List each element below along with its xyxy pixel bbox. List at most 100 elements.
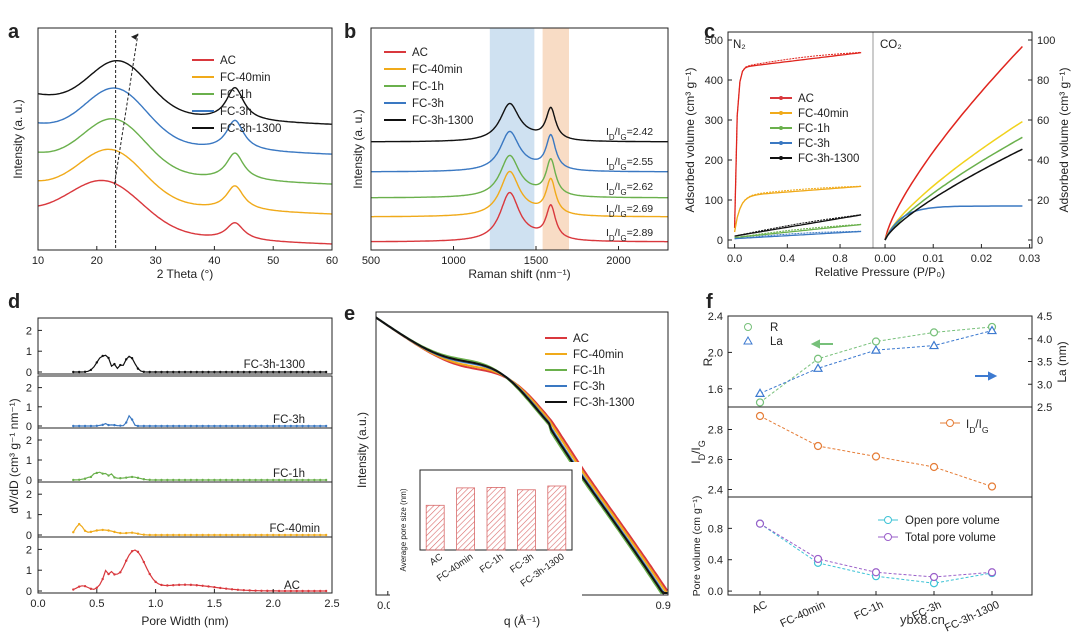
psd-point (201, 533, 204, 537)
y-tick-label: 2 (26, 435, 32, 447)
x-axis-label: Raman shift (nm⁻¹) (468, 267, 570, 281)
legend-label: AC (412, 47, 428, 59)
psd-point (224, 424, 228, 428)
psd-point (142, 533, 146, 536)
legend-label: AC (798, 93, 814, 105)
psd-point (313, 424, 316, 428)
psd-point (213, 586, 216, 589)
psd-point (283, 370, 287, 374)
ratio-label: ID/IG=2.62 (606, 181, 653, 197)
y-axis-label: Intensity (a. u.) (351, 109, 365, 188)
psd-point (101, 423, 104, 427)
panel-letter: b (344, 21, 356, 43)
y-tick-label: 4.5 (1037, 311, 1052, 323)
psd-point (224, 587, 228, 590)
psd-point (148, 533, 151, 537)
psd-point (248, 589, 251, 592)
inset-bar (547, 485, 567, 551)
psd-point (160, 478, 163, 482)
pore-axis-label: Pore volume (cm g⁻¹) (691, 496, 703, 597)
psd-point (83, 477, 87, 480)
x-tick-label: 2000 (606, 255, 630, 267)
psd-point (113, 530, 116, 534)
plot-frame (370, 27, 669, 251)
psd-point (219, 586, 222, 590)
subscript: G (620, 234, 626, 243)
psd-point (319, 370, 322, 374)
psd-point (136, 550, 140, 554)
psd-point (172, 370, 175, 374)
psd-point (242, 478, 245, 482)
x-tick-label: 0.0 (727, 253, 742, 265)
x-tick-label: 1.0 (148, 598, 163, 610)
y-tick-label: 40 (1037, 155, 1049, 167)
psd-point (295, 589, 298, 593)
psd-point (125, 358, 128, 361)
subscript: D (609, 234, 615, 243)
psd-point (101, 528, 104, 532)
x-axis-label: Relative Pressure (P/P₀) (815, 265, 945, 279)
co2-isotherm-AC (884, 45, 1023, 241)
psd-point (136, 424, 140, 428)
psd-point (172, 478, 175, 482)
psd-point (107, 423, 110, 427)
n2-title: N₂ (733, 39, 746, 51)
text-span: I (606, 156, 609, 168)
psd-point (154, 580, 157, 584)
psd-point (189, 478, 193, 482)
x-tick-label: 0.4 (780, 253, 795, 265)
r-point (755, 398, 765, 407)
psd-point (95, 586, 99, 589)
psd-point (266, 589, 269, 593)
psd-point (95, 424, 99, 428)
panel-letter: f (706, 291, 713, 313)
psd-point (201, 424, 204, 428)
subplot-label: FC-40min (270, 523, 320, 535)
psd-point (119, 363, 122, 367)
y-tick-label: 0 (26, 530, 32, 542)
text-span: /I (615, 227, 621, 239)
y-tick-label: 2 (26, 325, 32, 337)
psd-point (107, 474, 110, 477)
psd-point (125, 531, 128, 535)
y-tick-label: 100 (705, 195, 723, 207)
y-axis-label: Intensity (a. u.) (11, 99, 25, 178)
psd-point (77, 522, 81, 526)
psd-point (183, 370, 187, 374)
y-tick-label: 200 (705, 155, 723, 167)
y-tick-label: 1.6 (708, 384, 723, 396)
inset-bar (517, 489, 536, 551)
r-point (871, 337, 881, 346)
y-tick-label: 500 (705, 35, 723, 47)
y-tick-label: 100 (1037, 35, 1055, 47)
psd-point (283, 424, 287, 428)
la-point (928, 340, 940, 350)
psd-point (207, 585, 210, 588)
text-span: /I (615, 181, 621, 193)
psd-point (295, 478, 298, 482)
idig-point (871, 452, 881, 461)
psd-point (324, 478, 328, 482)
legend-marker (743, 335, 753, 345)
text-span: /I (975, 419, 981, 431)
y-tick-label: 0 (26, 586, 32, 598)
psd-point (289, 370, 293, 374)
n2-adsorption-FC-3h (734, 230, 862, 240)
psd-point (172, 583, 175, 587)
y-tick-label: 60 (1037, 115, 1049, 127)
psd-point (125, 476, 128, 479)
series-FC-1h (371, 154, 668, 199)
psd-point (160, 583, 163, 587)
psd-point (113, 423, 116, 427)
psd-point (307, 478, 310, 482)
psd-point (166, 584, 169, 587)
psd-point (254, 589, 257, 592)
x-tick-label: 60 (326, 255, 338, 267)
text-span: /I (615, 203, 621, 215)
psd-point (254, 478, 257, 482)
n2-desorption-FC-1h (734, 223, 862, 239)
psd-point (119, 571, 122, 574)
x-axis-label: 2 Theta (°) (157, 267, 214, 281)
x-tick-label: 30 (149, 255, 161, 267)
legend-label: Open pore volume (905, 515, 1000, 527)
